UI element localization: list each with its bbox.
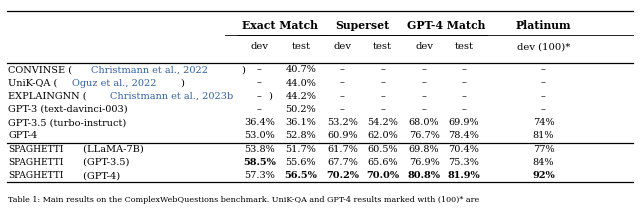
Text: (GPT-4): (GPT-4) <box>79 171 120 180</box>
Text: dev: dev <box>333 42 351 51</box>
Text: 57.3%: 57.3% <box>244 171 275 180</box>
Text: 54.2%: 54.2% <box>367 118 398 127</box>
Text: –: – <box>340 65 345 74</box>
Text: 84%: 84% <box>532 158 554 167</box>
Text: Platinum: Platinum <box>516 20 572 31</box>
Text: –: – <box>461 105 466 114</box>
Text: SPAGHETTI: SPAGHETTI <box>8 171 64 180</box>
Text: –: – <box>340 92 345 101</box>
Text: –: – <box>461 92 466 101</box>
Text: 80.8%: 80.8% <box>408 171 440 180</box>
Text: –: – <box>541 92 546 101</box>
Text: 53.2%: 53.2% <box>327 118 358 127</box>
Text: Table 1: Main results on the ComplexWebQuestions benchmark. UniK-QA and GPT-4 re: Table 1: Main results on the ComplexWebQ… <box>8 196 479 204</box>
Text: 58.5%: 58.5% <box>243 158 276 167</box>
Text: 78.4%: 78.4% <box>448 131 479 140</box>
Text: –: – <box>461 79 466 88</box>
Text: 36.4%: 36.4% <box>244 118 275 127</box>
Text: 65.6%: 65.6% <box>367 158 398 167</box>
Text: test: test <box>454 42 473 51</box>
Text: 62.0%: 62.0% <box>367 131 398 140</box>
Text: 55.6%: 55.6% <box>285 158 316 167</box>
Text: 70.0%: 70.0% <box>366 171 399 180</box>
Text: 92%: 92% <box>532 171 555 180</box>
Text: 81%: 81% <box>532 131 554 140</box>
Text: –: – <box>541 105 546 114</box>
Text: (LLaMA-7B): (LLaMA-7B) <box>79 145 143 154</box>
Text: –: – <box>422 65 426 74</box>
Text: –: – <box>380 65 385 74</box>
Text: 74%: 74% <box>532 118 554 127</box>
Text: dev: dev <box>415 42 433 51</box>
Text: 44.2%: 44.2% <box>285 92 316 101</box>
Text: dev: dev <box>250 42 268 51</box>
Text: –: – <box>340 105 345 114</box>
Text: GPT-4 Match: GPT-4 Match <box>406 20 485 31</box>
Text: EXPLAINGNN (: EXPLAINGNN ( <box>8 92 87 101</box>
Text: GPT-3.5 (turbo-instruct): GPT-3.5 (turbo-instruct) <box>8 118 127 127</box>
Text: (GPT-3.5): (GPT-3.5) <box>79 158 129 167</box>
Text: ): ) <box>268 92 272 101</box>
Text: 77%: 77% <box>532 145 554 154</box>
Text: –: – <box>340 79 345 88</box>
Text: ): ) <box>180 79 184 88</box>
Text: UniK-QA (: UniK-QA ( <box>8 79 58 88</box>
Text: –: – <box>257 105 262 114</box>
Text: 50.2%: 50.2% <box>285 105 316 114</box>
Text: –: – <box>380 79 385 88</box>
Text: Christmann et al., 2023b: Christmann et al., 2023b <box>109 92 233 101</box>
Text: ): ) <box>241 65 245 74</box>
Text: CONVINSE (: CONVINSE ( <box>8 65 72 74</box>
Text: test: test <box>291 42 310 51</box>
Text: 36.1%: 36.1% <box>285 118 316 127</box>
Text: SPAGHETTI: SPAGHETTI <box>8 158 64 167</box>
Text: 60.5%: 60.5% <box>367 145 398 154</box>
Text: –: – <box>422 105 426 114</box>
Text: 56.5%: 56.5% <box>284 171 317 180</box>
Text: 40.7%: 40.7% <box>285 65 316 74</box>
Text: –: – <box>541 65 546 74</box>
Text: –: – <box>257 92 262 101</box>
Text: 76.9%: 76.9% <box>409 158 440 167</box>
Text: Exact Match: Exact Match <box>242 20 317 31</box>
Text: dev (100)*: dev (100)* <box>517 42 570 51</box>
Text: –: – <box>461 65 466 74</box>
Text: 60.9%: 60.9% <box>327 131 358 140</box>
Text: –: – <box>380 92 385 101</box>
Text: 70.4%: 70.4% <box>448 145 479 154</box>
Text: SPAGHETTI: SPAGHETTI <box>8 145 64 154</box>
Text: 61.7%: 61.7% <box>327 145 358 154</box>
Text: 81.9%: 81.9% <box>447 171 480 180</box>
Text: 51.7%: 51.7% <box>285 145 316 154</box>
Text: –: – <box>422 92 426 101</box>
Text: Christmann et al., 2022: Christmann et al., 2022 <box>91 65 208 74</box>
Text: 53.0%: 53.0% <box>244 131 275 140</box>
Text: Superset: Superset <box>335 20 390 31</box>
Text: –: – <box>257 79 262 88</box>
Text: 52.8%: 52.8% <box>285 131 316 140</box>
Text: 44.0%: 44.0% <box>285 79 316 88</box>
Text: –: – <box>541 79 546 88</box>
Text: Oguz et al., 2022: Oguz et al., 2022 <box>72 79 156 88</box>
Text: 67.7%: 67.7% <box>327 158 358 167</box>
Text: –: – <box>257 65 262 74</box>
Text: 69.9%: 69.9% <box>449 118 479 127</box>
Text: GPT-3 (text-davinci-003): GPT-3 (text-davinci-003) <box>8 105 128 114</box>
Text: –: – <box>380 105 385 114</box>
Text: test: test <box>373 42 392 51</box>
Text: 70.2%: 70.2% <box>326 171 359 180</box>
Text: –: – <box>422 79 426 88</box>
Text: 68.0%: 68.0% <box>409 118 440 127</box>
Text: 76.7%: 76.7% <box>409 131 440 140</box>
Text: 75.3%: 75.3% <box>448 158 479 167</box>
Text: GPT-4: GPT-4 <box>8 131 38 140</box>
Text: 53.8%: 53.8% <box>244 145 275 154</box>
Text: 69.8%: 69.8% <box>409 145 440 154</box>
